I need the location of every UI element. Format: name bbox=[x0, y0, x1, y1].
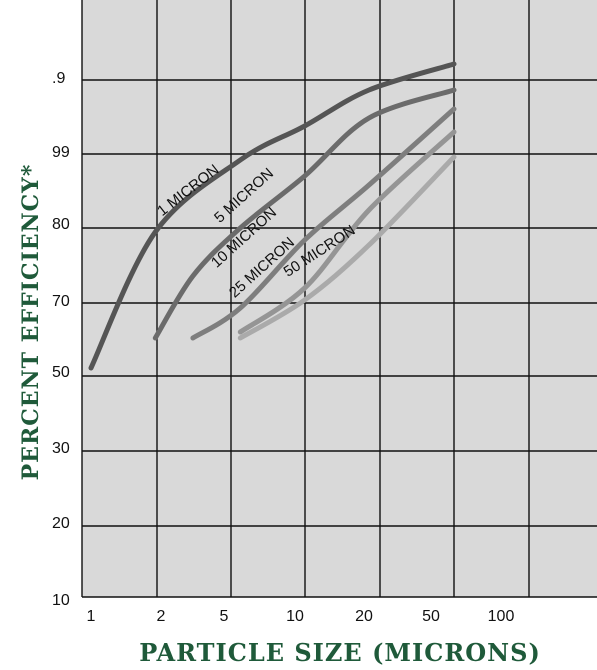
y-tick-label: 80 bbox=[52, 216, 70, 233]
series-line bbox=[190, 106, 457, 341]
x-tick-label: 50 bbox=[422, 608, 440, 625]
y-tick-label: 70 bbox=[52, 293, 70, 310]
y-axis-title: PERCENT EFFICIENCY* bbox=[18, 164, 44, 481]
x-axis-title: PARTICLE SIZE (MICRONS) bbox=[139, 638, 541, 667]
x-tick-label: 10 bbox=[286, 608, 304, 625]
x-tick-label: 100 bbox=[488, 608, 515, 625]
y-tick-label: 10 bbox=[52, 592, 70, 609]
y-tick-label: .9 bbox=[52, 70, 65, 87]
x-tick-label: 5 bbox=[220, 608, 229, 625]
y-tick-label: 99 bbox=[52, 144, 70, 161]
y-tick-label: 30 bbox=[52, 440, 70, 457]
plot-area bbox=[82, 0, 597, 597]
series-line bbox=[237, 154, 457, 341]
x-tick-label: 20 bbox=[355, 608, 373, 625]
x-tick-label: 1 bbox=[87, 608, 96, 625]
y-tick-label: 50 bbox=[52, 364, 70, 381]
series-line bbox=[237, 129, 457, 335]
y-tick-labels: 10 20 30 50 70 80 99 .9 bbox=[52, 70, 70, 609]
series-line bbox=[88, 61, 457, 371]
grid bbox=[81, 0, 597, 598]
y-tick-label: 20 bbox=[52, 515, 70, 532]
series-group bbox=[88, 61, 457, 371]
x-tick-labels: 1 2 5 10 20 50 100 bbox=[87, 608, 515, 625]
x-tick-label: 2 bbox=[157, 608, 166, 625]
series-line bbox=[152, 87, 457, 341]
